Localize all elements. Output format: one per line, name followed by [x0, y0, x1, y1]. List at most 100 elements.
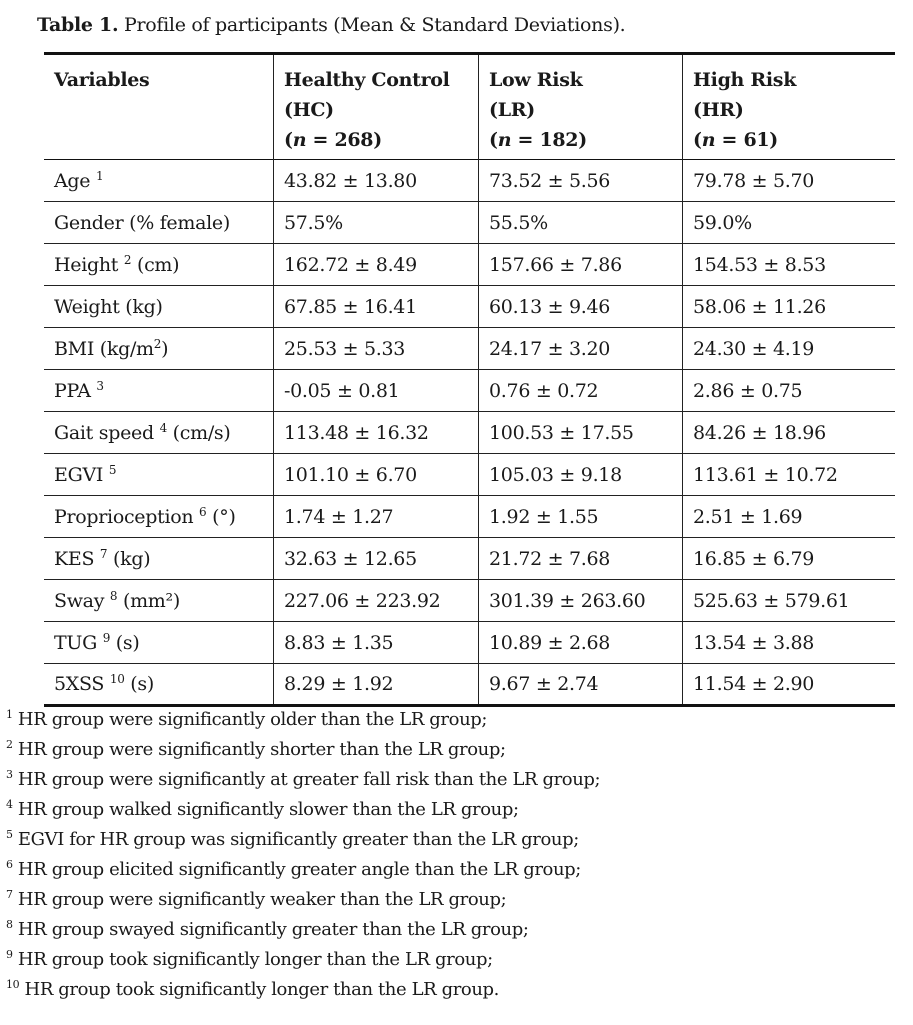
variable-cell: KES 7 (kg)	[44, 538, 274, 580]
table-row: BMI (kg/m2) 25.53 ± 5.33 24.17 ± 3.20 24…	[44, 327, 895, 370]
group-n: (n = 61)	[693, 125, 885, 155]
table-row: Weight (kg) 67.85 ± 16.41 60.13 ± 9.46 5…	[44, 285, 895, 328]
variable-label: Age	[54, 169, 96, 192]
variable-label: EGVI	[54, 463, 109, 486]
n-value: = 61)	[715, 129, 779, 151]
lr-value: 105.03 ± 9.18	[478, 453, 683, 496]
variable-cell: Gait speed 4 (cm/s)	[44, 412, 274, 454]
hr-value: 154.53 ± 8.53	[682, 243, 895, 286]
footnote-ref: 9	[102, 630, 111, 645]
hr-value: 79.78 ± 5.70	[682, 159, 895, 202]
hr-value: 16.85 ± 6.79	[682, 537, 895, 580]
participants-table: Variables Healthy Control (HC) (n = 268)…	[44, 52, 895, 707]
variable-label: BMI (kg/m	[54, 337, 154, 360]
variable-unit: (s)	[124, 673, 154, 695]
variable-unit: (kg)	[107, 547, 151, 570]
footnote-ref: 3	[96, 378, 104, 393]
footnote-text: HR group were significantly shorter than…	[12, 739, 506, 760]
hr-value: 525.63 ± 579.61	[682, 579, 895, 622]
footnote-number: 9	[6, 948, 13, 961]
footnote: 7 HR group were significantly weaker tha…	[6, 885, 600, 915]
variable-unit: (mm²)	[117, 589, 180, 612]
footnote-text: HR group were significantly at greater f…	[12, 769, 601, 790]
footnote: 4 HR group walked significantly slower t…	[6, 795, 600, 825]
footnote: 10 HR group took significantly longer th…	[6, 975, 600, 1005]
lr-value: 301.39 ± 263.60	[478, 579, 683, 622]
footnote-number: 3	[6, 768, 13, 781]
footnote-number: 6	[6, 858, 13, 871]
header-hc: Healthy Control (HC) (n = 268)	[273, 53, 479, 160]
group-name: Low Risk	[489, 69, 583, 91]
footnote-text: HR group swayed significantly greater th…	[12, 919, 529, 940]
group-abbr: (HC)	[284, 99, 334, 121]
variable-cell: Weight (kg)	[44, 286, 274, 328]
variable-unit: (cm/s)	[166, 421, 231, 444]
variable-label: Weight (kg)	[54, 295, 163, 318]
variable-cell: Gender (% female)	[44, 202, 274, 244]
group-n: (n = 182)	[489, 125, 672, 155]
footnote-ref: 8	[109, 588, 118, 603]
hc-value: 8.29 ± 1.92	[273, 663, 479, 706]
hc-value: -0.05 ± 0.81	[273, 369, 479, 412]
footnotes: 1 HR group were significantly older than…	[6, 705, 601, 1005]
footnote-number: 5	[6, 828, 13, 841]
hr-value: 113.61 ± 10.72	[682, 453, 895, 496]
variable-cell: BMI (kg/m2)	[44, 328, 274, 370]
footnote: 3 HR group were significantly at greater…	[6, 765, 601, 795]
lr-value: 9.67 ± 2.74	[478, 663, 683, 706]
table-row: Sway 8 (mm²) 227.06 ± 223.92 301.39 ± 26…	[44, 579, 895, 622]
variable-unit: )	[161, 337, 169, 360]
hc-value: 162.72 ± 8.49	[273, 243, 479, 286]
table-row: Gait speed 4 (cm/s) 113.48 ± 16.32 100.5…	[44, 411, 895, 454]
hc-value: 43.82 ± 13.80	[273, 159, 479, 202]
footnote-text: HR group took significantly longer than …	[19, 979, 500, 1000]
variable-label: Sway	[54, 589, 110, 612]
hr-value: 58.06 ± 11.26	[682, 285, 895, 328]
variable-label: TUG	[54, 631, 103, 654]
footnote-number: 1	[6, 708, 13, 721]
footnote-text: HR group elicited significantly greater …	[12, 859, 581, 880]
variable-label: Proprioception	[54, 505, 200, 528]
lr-value: 1.92 ± 1.55	[478, 495, 683, 538]
hr-value: 24.30 ± 4.19	[682, 327, 895, 370]
footnote-ref: 6	[199, 504, 207, 519]
hc-value: 32.63 ± 12.65	[273, 537, 479, 580]
hr-value: 2.51 ± 1.69	[682, 495, 895, 538]
variable-label: Gender (% female)	[54, 211, 230, 234]
table-row: 5XSS 10 (s) 8.29 ± 1.92 9.67 ± 2.74 11.5…	[44, 663, 895, 706]
hc-value: 1.74 ± 1.27	[273, 495, 479, 538]
variable-unit: (s)	[110, 631, 140, 654]
hc-value: 25.53 ± 5.33	[273, 327, 479, 370]
variable-label: PPA	[54, 379, 97, 402]
footnote-ref: 2	[153, 336, 162, 351]
footnote: 5 EGVI for HR group was significantly gr…	[6, 825, 600, 855]
n-prefix: (	[284, 129, 293, 151]
group-n: (n = 268)	[284, 125, 468, 155]
footnote: 2 HR group were significantly shorter th…	[6, 735, 600, 765]
header-lr: Low Risk (LR) (n = 182)	[478, 53, 683, 160]
footnote: 9 HR group took significantly longer tha…	[6, 945, 600, 975]
header-variables: Variables	[44, 54, 274, 160]
lr-value: 73.52 ± 5.56	[478, 159, 683, 202]
footnote-ref: 7	[99, 546, 108, 561]
variable-label: 5XSS	[54, 673, 110, 695]
lr-value: 55.5%	[478, 201, 683, 244]
n-prefix: (	[489, 129, 498, 151]
footnote: 6 HR group elicited significantly greate…	[6, 855, 600, 885]
group-name: High Risk	[693, 69, 797, 91]
footnote-ref: 10	[109, 672, 125, 686]
group-name: Healthy Control	[284, 69, 450, 91]
footnote-text: HR group took significantly longer than …	[12, 949, 493, 970]
hc-value: 227.06 ± 223.92	[273, 579, 479, 622]
n-prefix: (	[693, 129, 702, 151]
group-abbr: (LR)	[489, 99, 535, 121]
footnote-number: 7	[6, 888, 13, 901]
lr-value: 157.66 ± 7.86	[478, 243, 683, 286]
header-row: Variables Healthy Control (HC) (n = 268)…	[44, 53, 895, 160]
hr-value: 11.54 ± 2.90	[682, 663, 895, 706]
footnote-text: HR group walked significantly slower tha…	[12, 799, 519, 820]
lr-value: 0.76 ± 0.72	[478, 369, 683, 412]
table-row: Height 2 (cm) 162.72 ± 8.49 157.66 ± 7.8…	[44, 243, 895, 286]
hr-value: 84.26 ± 18.96	[682, 411, 895, 454]
table-row: Proprioception 6 (°) 1.74 ± 1.27 1.92 ± …	[44, 495, 895, 538]
